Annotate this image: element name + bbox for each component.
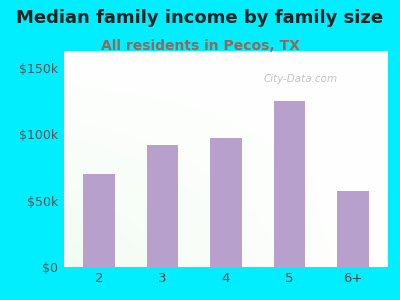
Bar xyxy=(146,145,178,267)
Text: City-Data.com: City-Data.com xyxy=(264,74,338,84)
Bar xyxy=(83,174,115,267)
Bar xyxy=(210,138,242,267)
Text: All residents in Pecos, TX: All residents in Pecos, TX xyxy=(100,39,300,53)
Text: Median family income by family size: Median family income by family size xyxy=(16,9,384,27)
Bar xyxy=(274,101,306,267)
Bar xyxy=(337,191,369,267)
